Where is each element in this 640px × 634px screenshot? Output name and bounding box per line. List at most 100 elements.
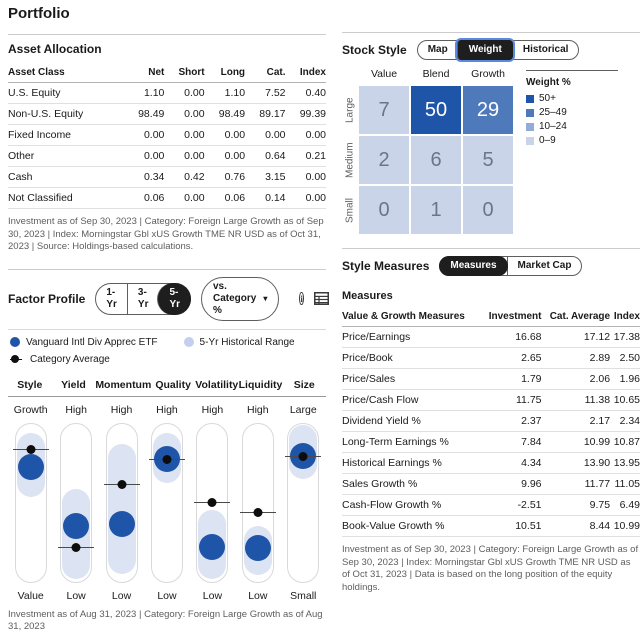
legend-item-range: 5-Yr Historical Range xyxy=(183,337,295,348)
factor-column-style: Growth Value xyxy=(8,397,53,602)
vs-category-dropdown-label: vs. Category % xyxy=(213,280,257,316)
toggle-option-1-yr[interactable]: 1-Yr xyxy=(106,286,117,310)
factor-name: Quality xyxy=(155,378,191,391)
historical-range-band xyxy=(107,444,136,574)
style-box-grid: Value Blend Growth Large 7 50 29 Medium 2 6 5 Small… xyxy=(342,68,514,235)
style-measures-footnote: Investment as of Sep 30, 2023 | Category… xyxy=(342,544,639,593)
table-view-icon[interactable] xyxy=(313,292,329,305)
legend-swatch-icon xyxy=(526,108,534,117)
column-header: Net xyxy=(123,64,165,83)
cell-value: 0.00 xyxy=(123,145,165,167)
row-label: Cash-Flow Growth % xyxy=(342,494,482,516)
etf-dot-icon xyxy=(10,337,20,347)
table-row: Price/Book 2.65 2.89 2.50 xyxy=(342,347,640,369)
table-row: U.S. Equity 1.10 0.00 1.10 7.52 0.40 xyxy=(8,82,326,104)
cell-value: 89.17 xyxy=(245,103,286,125)
style-measures-toggle[interactable]: Measures Market Cap xyxy=(439,256,583,276)
cell-value: 0.42 xyxy=(164,166,205,188)
row-label: Historical Earnings % xyxy=(342,452,482,474)
right-column: Stock Style Map Weight Historical Value Ble… xyxy=(342,32,640,634)
category-average-dot xyxy=(71,542,81,552)
legend-swatch-icon xyxy=(526,94,534,103)
factor-bottom-label: Value xyxy=(17,589,44,602)
category-average-dot xyxy=(298,451,308,461)
factor-bottom-label: Low xyxy=(157,589,177,602)
cell-value: 17.12 xyxy=(541,326,611,348)
stylebox-cell: 5 xyxy=(463,136,513,184)
factor-name: Style xyxy=(17,378,43,391)
table-row: Historical Earnings % 4.34 13.90 13.95 xyxy=(342,452,640,474)
stock-style-toggle[interactable]: Map Weight Historical xyxy=(416,40,580,60)
row-label: Dividend Yield % xyxy=(342,410,482,432)
category-average-marker-icon xyxy=(10,355,24,363)
column-header: Short xyxy=(164,64,205,83)
cell-value: 2.89 xyxy=(541,347,611,369)
cell-value: 0.40 xyxy=(285,82,326,104)
factor-name: Size xyxy=(293,378,315,391)
factor-track xyxy=(194,422,231,583)
cell-value: 11.05 xyxy=(610,473,640,495)
stylebox-row-header: Medium xyxy=(344,142,356,178)
legend-item-etf: Vanguard Intl Div Apprec ETF xyxy=(10,337,158,348)
row-label: Long-Term Earnings % xyxy=(342,431,482,453)
cell-value: 98.49 xyxy=(123,103,165,125)
cell-value: 2.06 xyxy=(541,368,611,390)
category-average-dot xyxy=(162,454,172,464)
table-row: Fixed Income 0.00 0.00 0.00 0.00 0.00 xyxy=(8,124,326,146)
chevron-down-icon: ▾ xyxy=(263,293,268,303)
weight-legend-item: 10–24 xyxy=(526,121,618,132)
cell-value: 10.87 xyxy=(610,431,640,453)
toggle-option-5-yr[interactable]: 5-Yr xyxy=(157,282,191,315)
column-header: Value & Growth Measures xyxy=(342,308,482,327)
toggle-option-market-cap[interactable]: Market Cap xyxy=(506,257,582,275)
factor-period-toggle[interactable]: 1-Yr 3-Yr 5-Yr xyxy=(95,282,191,315)
toggle-option-weight[interactable]: Weight xyxy=(456,40,513,60)
cell-value: 0.14 xyxy=(245,187,286,209)
row-label: Other xyxy=(8,145,124,167)
factor-column-momentum: High Low xyxy=(99,397,144,602)
table-row: Cash 0.34 0.42 0.76 3.15 0.00 xyxy=(8,166,326,188)
etf-marker xyxy=(244,535,271,562)
legend-label: 10–24 xyxy=(539,121,567,132)
stock-style-section: Stock Style Map Weight Historical Value Ble… xyxy=(342,32,640,235)
cell-value: 0.00 xyxy=(164,187,205,209)
row-label: Fixed Income xyxy=(8,124,124,146)
stylebox-col-header: Blend xyxy=(422,68,450,80)
cell-value: 2.37 xyxy=(481,410,542,432)
factor-columns: Growth Value High Low High Low High Low High Low H… xyxy=(8,397,326,602)
vs-category-dropdown[interactable]: vs. Category % ▾ xyxy=(201,276,280,321)
info-icon[interactable]: i xyxy=(299,292,304,305)
toggle-option-historical[interactable]: Historical xyxy=(511,41,579,59)
column-header: Investment xyxy=(481,308,542,327)
toggle-option-3-yr[interactable]: 3-Yr xyxy=(126,283,159,314)
toggle-option-map[interactable]: Map xyxy=(427,44,448,55)
cell-value: 10.51 xyxy=(481,515,542,537)
asset-allocation-table: Asset Class Net Short Long Cat. Index U.S. Equ… xyxy=(8,64,326,209)
stylebox-cell: 2 xyxy=(359,136,409,184)
cell-value: 0.00 xyxy=(204,124,246,146)
table-row: Price/Earnings 16.68 17.12 17.38 xyxy=(342,326,640,348)
toggle-option-measures[interactable]: Measures xyxy=(439,256,508,276)
cell-value: 7.84 xyxy=(481,431,542,453)
cell-value: 2.50 xyxy=(610,347,640,369)
table-row: Sales Growth % 9.96 11.77 11.05 xyxy=(342,473,640,495)
row-label: Not Classified xyxy=(8,187,124,209)
legend-etf-label: Vanguard Intl Div Apprec ETF xyxy=(26,336,158,348)
weight-legend: Weight % 50+ 25–49 10–24 0–9 xyxy=(526,68,618,235)
etf-marker xyxy=(199,533,226,560)
cell-value: 0.34 xyxy=(123,166,165,188)
column-header: Index xyxy=(610,308,640,327)
factor-bottom-label: Small xyxy=(290,589,317,602)
etf-marker xyxy=(108,511,135,538)
factor-name: Momentum xyxy=(95,378,152,391)
stylebox-cell: 50 xyxy=(411,86,461,134)
cell-value: 4.34 xyxy=(481,452,542,474)
factor-name: Liquidity xyxy=(238,378,283,391)
row-label: Price/Earnings xyxy=(342,326,482,348)
factor-track xyxy=(239,422,276,583)
style-measures-section: Style Measures Measures Market Cap Measur… xyxy=(342,248,640,594)
factor-name: Volatility xyxy=(195,378,239,391)
column-header: Index xyxy=(285,64,326,83)
factor-profile-footnote: Investment as of Aug 31, 2023 | Category… xyxy=(8,608,323,633)
